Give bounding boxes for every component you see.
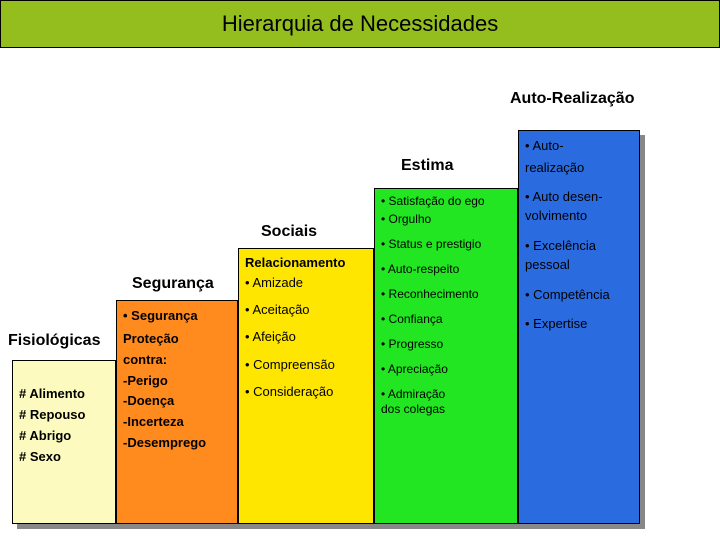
estima-item <box>381 329 511 336</box>
estima-item <box>381 254 511 261</box>
sociais-item: • Afeição <box>245 329 367 345</box>
auto-item: • Competência <box>525 286 633 304</box>
auto-item <box>525 305 633 313</box>
seguranca-item: -Doença <box>123 392 231 411</box>
sociais-item: • Compreensão <box>245 357 367 373</box>
auto-item: realização <box>525 159 633 177</box>
seguranca-item: contra: <box>123 351 231 370</box>
auto-column: • Auto- realização • Auto desen- volvime… <box>518 130 640 524</box>
estima-item: • Orgulho <box>381 213 511 227</box>
sociais-column: Relacionamento • Amizade • Aceitação • Af… <box>238 248 374 524</box>
auto-item: • Auto desen- <box>525 188 633 206</box>
sociais-item: • Amizade <box>245 275 367 291</box>
auto-item: • Excelência <box>525 237 633 255</box>
estima-item <box>381 379 511 386</box>
estima-item <box>381 354 511 361</box>
auto-item: pessoal <box>525 256 633 274</box>
auto-column-body: • Auto- realização • Auto desen- volvime… <box>519 131 639 523</box>
sociais-column-body: Relacionamento • Amizade • Aceitação • Af… <box>239 249 373 523</box>
estima-item: • Reconhecimento <box>381 288 511 302</box>
auto-item <box>525 276 633 284</box>
seguranca-column-body: • Segurança Proteção contra: -Perigo-Doen… <box>117 301 237 523</box>
seguranca-item: -Perigo <box>123 372 231 391</box>
estima-item: • Admiração <box>381 388 511 402</box>
fisiologicas-item: # Abrigo <box>19 427 109 446</box>
estima-header: • Satisfação do ego <box>381 195 511 209</box>
seguranca-column: • Segurança Proteção contra: -Perigo-Doen… <box>116 300 238 524</box>
estima-label: Estima <box>401 157 453 175</box>
estima-column-body: • Satisfação do ego • Orgulho • Status e … <box>375 189 517 523</box>
seguranca-item: Proteção <box>123 330 231 349</box>
sociais-item: • Aceitação <box>245 302 367 318</box>
fisiologicas-item: # Repouso <box>19 406 109 425</box>
estima-item: • Apreciação <box>381 363 511 377</box>
fisiologicas-item: # Alimento <box>19 385 109 404</box>
sociais-item <box>245 374 367 382</box>
estima-item <box>381 279 511 286</box>
estima-item: • Status e prestigio <box>381 238 511 252</box>
seguranca-label: Segurança <box>132 275 214 293</box>
fisiologicas-column: # Alimento # Repouso # Abrigo # Sexo <box>12 360 116 524</box>
fisiologicas-label: Fisiológicas <box>8 332 100 350</box>
estima-item: • Progresso <box>381 338 511 352</box>
estima-column: • Satisfação do ego • Orgulho • Status e … <box>374 188 518 524</box>
sociais-header: Relacionamento <box>245 255 367 271</box>
fisiologicas-item: # Sexo <box>19 448 109 467</box>
seguranca-item: -Desemprego <box>123 434 231 453</box>
estima-item <box>381 304 511 311</box>
seguranca-item: -Incerteza <box>123 413 231 432</box>
estima-item: • Auto-respeito <box>381 263 511 277</box>
sociais-item: • Consideração <box>245 384 367 400</box>
auto-item: • Expertise <box>525 315 633 333</box>
estima-item <box>381 229 511 236</box>
sociais-item <box>245 320 367 328</box>
estima-item: • Confiança <box>381 313 511 327</box>
auto-label: Auto-Realização <box>510 90 634 108</box>
auto-header: • Auto- <box>525 137 633 155</box>
title-text: Hierarquia de Necessidades <box>222 11 498 37</box>
seguranca-header: • Segurança <box>123 307 231 326</box>
sociais-item <box>245 292 367 300</box>
estima-item: dos colegas <box>381 403 511 417</box>
fisiologicas-column-body: # Alimento # Repouso # Abrigo # Sexo <box>13 361 115 523</box>
auto-item: volvimento <box>525 207 633 225</box>
auto-item <box>525 178 633 186</box>
title-bar: Hierarquia de Necessidades <box>0 0 720 48</box>
auto-item <box>525 227 633 235</box>
sociais-label: Sociais <box>261 223 317 241</box>
sociais-item <box>245 347 367 355</box>
